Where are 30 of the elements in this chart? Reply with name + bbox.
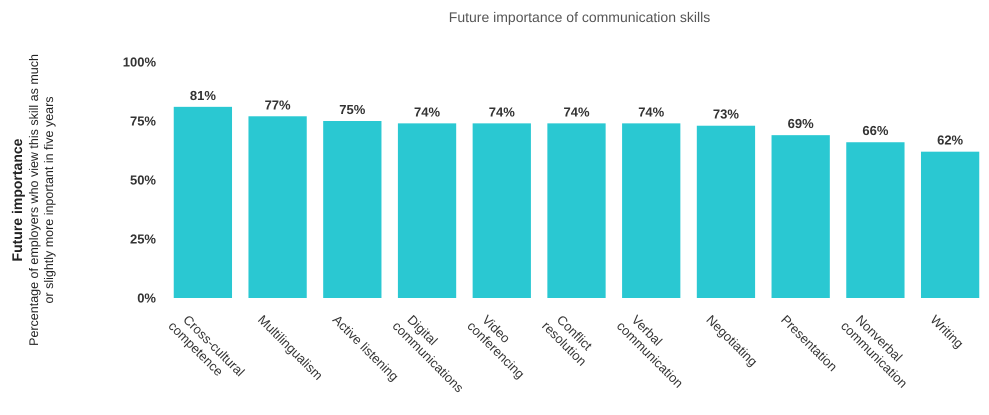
data-label: 77% — [264, 97, 292, 112]
data-label: 74% — [414, 104, 440, 120]
bar — [174, 106, 232, 298]
y-tick-label: 100% — [122, 54, 156, 70]
data-label: 69% — [788, 116, 814, 132]
data-label: 74% — [563, 104, 590, 120]
data-label: 75% — [339, 102, 366, 117]
bar — [696, 126, 756, 298]
chart-title: Future importance of communication skills — [448, 9, 710, 25]
y-tick-label: 0% — [137, 290, 156, 306]
text: Future importance — [9, 138, 25, 262]
data-label: 66% — [862, 123, 889, 138]
bar — [472, 123, 531, 298]
y-tick-label: 75% — [130, 114, 156, 129]
y-tick-label: 25% — [130, 232, 156, 247]
data-label: 74% — [488, 104, 516, 120]
bar — [248, 116, 307, 298]
text: Percentage of employers who view this skill as much or slightly more inportant in five years — [27, 54, 56, 346]
data-label: 81% — [190, 88, 216, 103]
data-label: 74% — [638, 104, 665, 120]
y-tick-label: 50% — [130, 172, 156, 188]
bar — [398, 123, 456, 298]
bar — [323, 121, 382, 298]
bar — [622, 123, 680, 298]
bar — [547, 123, 606, 298]
bar — [846, 142, 905, 298]
bar — [920, 152, 980, 298]
data-label: 62% — [937, 132, 964, 148]
bar — [772, 135, 830, 298]
data-label: 73% — [712, 106, 740, 122]
